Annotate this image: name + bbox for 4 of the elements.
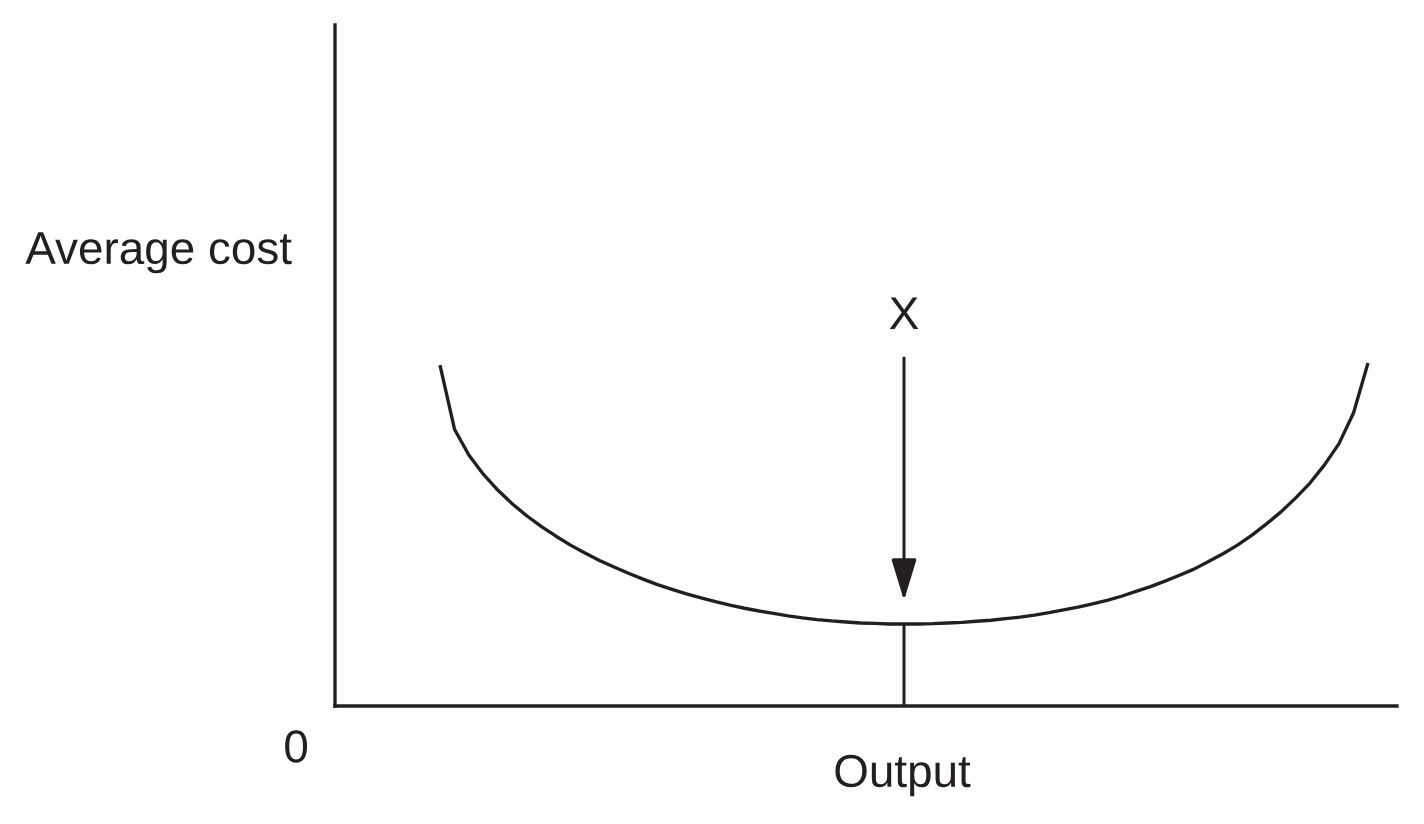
x-axis-title: Output (835, 754, 971, 797)
text: 0 (285, 730, 308, 763)
y-axis-title: Average cost (25, 232, 292, 274)
text: X (889, 297, 919, 329)
